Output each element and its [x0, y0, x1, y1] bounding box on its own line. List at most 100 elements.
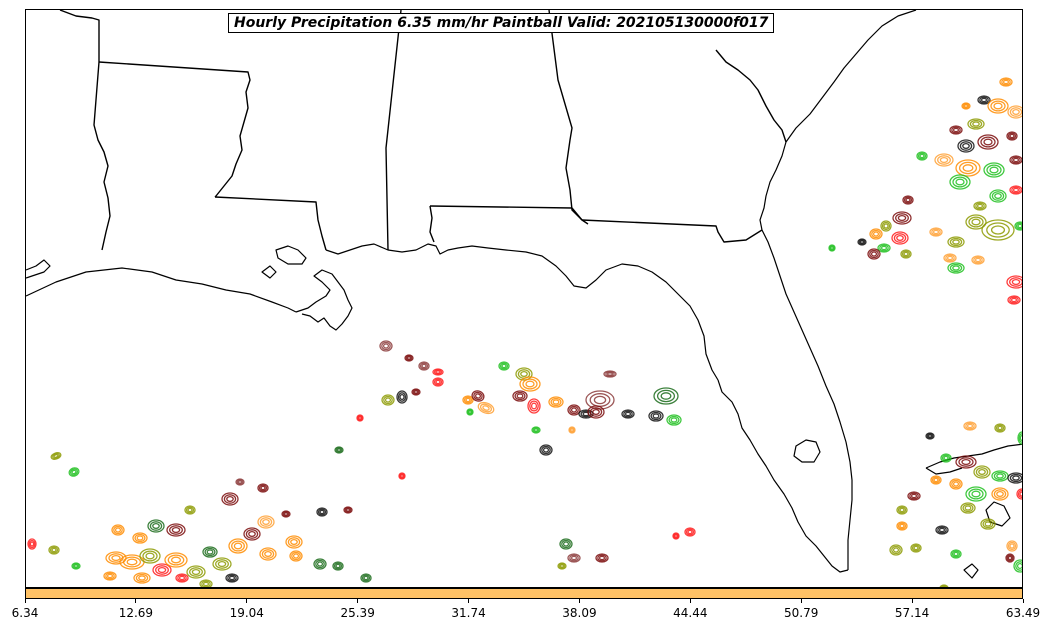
precip-contour — [1007, 105, 1022, 119]
precip-contour — [381, 394, 395, 406]
precip-contour — [1016, 562, 1022, 570]
precip-contour — [684, 527, 696, 537]
precip-contour — [1007, 541, 1017, 551]
colorbar-tick-label: 25.39 — [340, 606, 375, 620]
precip-contour — [227, 574, 237, 582]
precip-contour — [1002, 79, 1010, 85]
precip-contour — [869, 228, 883, 240]
precip-contour — [913, 545, 919, 551]
precip-contour — [666, 414, 682, 426]
precip-contour — [412, 389, 420, 395]
precip-contour — [361, 574, 371, 582]
precip-contour — [994, 423, 1006, 433]
precip-contour — [598, 555, 606, 561]
precip-contour — [1001, 78, 1011, 86]
precip-contour — [966, 423, 974, 429]
precip-contour — [259, 547, 277, 561]
precip-contour — [685, 528, 695, 536]
precip-contour — [1009, 185, 1022, 195]
precip-contour — [215, 559, 229, 569]
precip-contour — [462, 395, 474, 405]
precip-contour — [432, 368, 444, 376]
precip-contour — [1011, 156, 1021, 164]
colorbar-tick — [578, 599, 580, 603]
colorbar — [25, 588, 1023, 599]
precip-contour — [958, 457, 974, 467]
precip-contour — [903, 196, 913, 204]
precip-contour — [533, 428, 539, 432]
colorbar-tick — [1022, 599, 1024, 603]
precip-contour — [978, 468, 986, 476]
precip-contour — [955, 178, 965, 186]
precip-contour — [49, 546, 59, 554]
precip-contour — [991, 191, 1005, 201]
precip-contour — [996, 473, 1004, 479]
precip-contour — [919, 153, 925, 159]
precip-contour — [883, 223, 889, 229]
precip-contour — [977, 95, 991, 105]
precip-contour — [994, 192, 1002, 200]
precip-contour — [421, 363, 427, 369]
precip-contour — [171, 526, 181, 534]
precip-contour — [673, 533, 679, 539]
precip-contour — [955, 159, 981, 177]
precip-contour — [1012, 187, 1020, 193]
precip-contour — [949, 478, 963, 490]
precip-contour — [931, 228, 941, 236]
precip-contour — [199, 579, 213, 587]
precip-contour — [432, 377, 444, 387]
precip-contour — [899, 523, 905, 529]
precip-contour — [51, 547, 57, 553]
precip-contour — [971, 490, 981, 498]
precip-contour — [909, 492, 919, 500]
precip-contour — [519, 376, 541, 392]
precip-contour — [257, 483, 269, 493]
precip-contour — [942, 586, 946, 587]
precip-contour — [399, 473, 405, 479]
colorbar-tick — [468, 599, 470, 603]
precip-contour — [980, 518, 996, 530]
precip-contour — [1006, 275, 1022, 289]
precip-contour — [419, 362, 429, 370]
precip-contour — [969, 119, 983, 129]
precip-contour — [1006, 554, 1014, 562]
precip-contour — [1009, 277, 1022, 287]
precip-contour — [562, 541, 570, 547]
precip-contour — [1017, 431, 1022, 445]
precip-contour — [672, 532, 680, 540]
precip-contour — [332, 561, 344, 571]
precip-contour — [1015, 561, 1022, 571]
precip-contour — [1011, 186, 1021, 194]
precip-contour — [357, 415, 363, 421]
precip-contour — [1007, 295, 1021, 305]
precip-contour — [953, 551, 959, 557]
precip-contour — [233, 542, 243, 550]
precip-contour — [911, 544, 921, 552]
precip-contour — [53, 454, 59, 458]
precip-contour — [542, 447, 550, 453]
precip-contour — [134, 533, 146, 543]
precip-contour — [283, 512, 289, 516]
precip-contour — [204, 547, 216, 557]
precip-contour — [983, 138, 993, 146]
precip-contour — [976, 203, 984, 209]
precip-contour — [990, 225, 1006, 235]
precip-contour — [411, 388, 421, 396]
precip-contour — [995, 424, 1005, 432]
precip-contour — [949, 174, 971, 190]
precip-contour — [206, 549, 214, 555]
precip-contour — [932, 229, 940, 235]
precip-contour — [991, 487, 1009, 501]
precip-contour — [317, 508, 327, 516]
precip-contour — [559, 538, 573, 550]
precip-contour — [248, 530, 256, 538]
precip-contour — [105, 572, 115, 580]
precip-contour — [471, 390, 485, 402]
precip-contour — [993, 489, 1007, 499]
precip-contour — [989, 189, 1007, 203]
precip-contour — [152, 563, 172, 577]
precip-contour — [1005, 553, 1015, 563]
precip-contour — [975, 467, 989, 477]
precip-contour — [925, 432, 935, 440]
precip-contour — [474, 393, 482, 399]
